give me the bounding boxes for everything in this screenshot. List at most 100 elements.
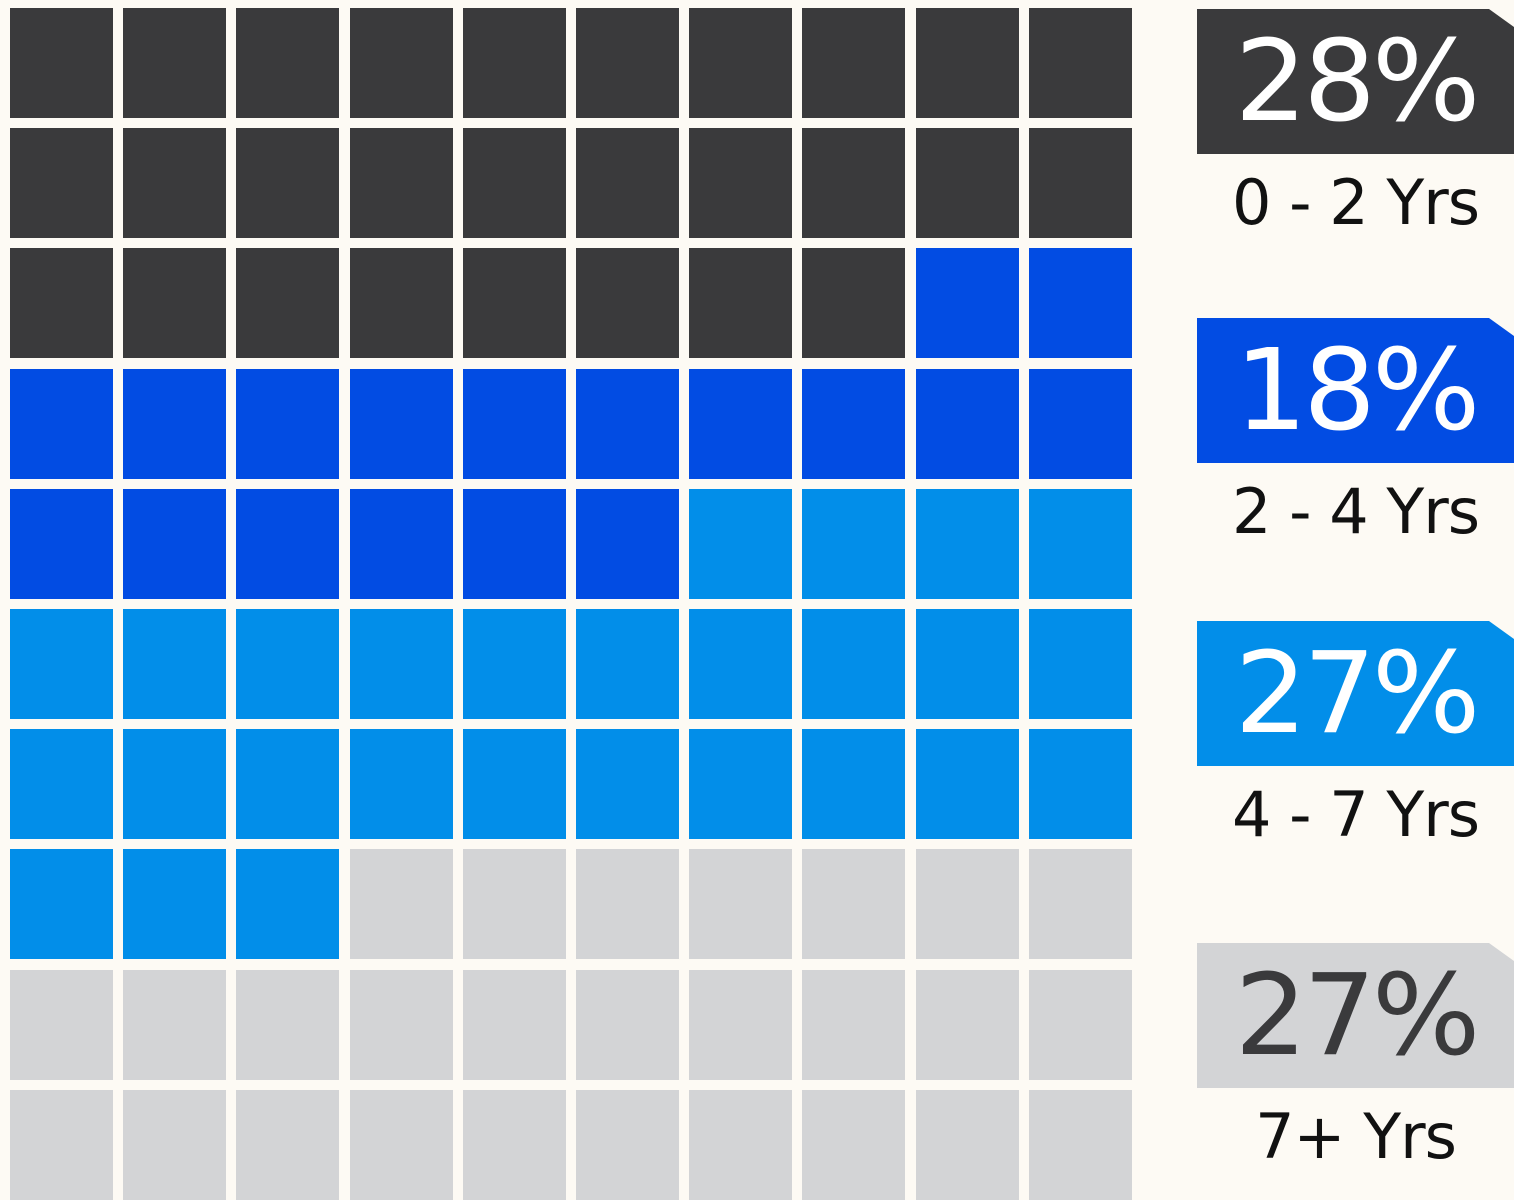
waffle-cell	[802, 368, 906, 479]
waffle-cell	[462, 849, 566, 960]
waffle-cell	[10, 128, 113, 239]
waffle-cell	[349, 1089, 453, 1200]
waffle-cell	[1028, 8, 1132, 118]
waffle-cell	[1028, 849, 1132, 960]
waffle-cell	[123, 1089, 227, 1200]
waffle-cell	[576, 969, 679, 1080]
waffle-cell	[349, 609, 453, 719]
waffle-cell	[802, 128, 906, 239]
waffle-cell	[689, 8, 793, 118]
waffle-cell	[10, 368, 113, 479]
waffle-cell	[689, 729, 793, 840]
range-label: 0 - 2 Yrs	[1231, 166, 1480, 239]
legend-item-0-2-yrs: 28% 0 - 2 Yrs	[1197, 9, 1514, 234]
waffle-cell	[349, 248, 453, 359]
waffle-cell	[1028, 248, 1132, 359]
waffle-cell	[689, 128, 793, 239]
waffle-cell	[802, 609, 906, 719]
waffle-cell	[236, 8, 340, 118]
waffle-cell	[1028, 969, 1132, 1080]
waffle-cell	[1028, 609, 1132, 719]
waffle-cell	[689, 849, 793, 960]
waffle-cell	[1028, 729, 1132, 840]
waffle-cell	[802, 1089, 906, 1200]
waffle-cell	[236, 248, 340, 359]
waffle-cell	[10, 609, 113, 719]
waffle-cell	[1028, 128, 1132, 239]
waffle-cell	[689, 969, 793, 1080]
waffle-cell	[802, 8, 906, 118]
waffle-cell	[576, 729, 679, 840]
waffle-cell	[915, 969, 1019, 1080]
waffle-cell	[462, 969, 566, 1080]
waffle-cell	[123, 128, 227, 239]
waffle-cell	[10, 729, 113, 840]
waffle-cell	[123, 248, 227, 359]
waffle-cell	[236, 128, 340, 239]
waffle-cell	[349, 8, 453, 118]
waffle-cell	[10, 248, 113, 359]
percent-label: 27%	[1234, 950, 1481, 1081]
waffle-cell	[236, 609, 340, 719]
waffle-cell	[576, 1089, 679, 1200]
percent-badge: 18%	[1197, 318, 1514, 463]
percent-badge: 27%	[1197, 943, 1514, 1088]
waffle-cell	[236, 849, 340, 960]
waffle-cell	[802, 969, 906, 1080]
waffle-cell	[236, 368, 340, 479]
waffle-cell	[689, 488, 793, 599]
waffle-cell	[123, 8, 227, 118]
waffle-cell	[576, 128, 679, 239]
waffle-cell	[462, 128, 566, 239]
waffle-cell	[576, 849, 679, 960]
waffle-cell	[123, 488, 227, 599]
waffle-cell	[349, 729, 453, 840]
waffle-cell	[462, 368, 566, 479]
waffle-cell	[915, 488, 1019, 599]
waffle-cell	[462, 729, 566, 840]
waffle-cell	[915, 1089, 1019, 1200]
waffle-cell	[802, 849, 906, 960]
range-label: 4 - 7 Yrs	[1231, 778, 1480, 851]
waffle-cell	[10, 1089, 113, 1200]
waffle-cell	[689, 368, 793, 479]
waffle-cell	[462, 609, 566, 719]
waffle-cell	[915, 609, 1019, 719]
waffle-cell	[123, 969, 227, 1080]
range-label: 2 - 4 Yrs	[1231, 475, 1480, 548]
range-label: 7+ Yrs	[1255, 1100, 1457, 1173]
waffle-grid	[10, 8, 1132, 1200]
legend-item-7-plus-yrs: 27% 7+ Yrs	[1197, 943, 1514, 1168]
waffle-cell	[349, 849, 453, 960]
percent-label: 28%	[1234, 16, 1481, 147]
waffle-cell	[802, 729, 906, 840]
waffle-cell	[689, 609, 793, 719]
waffle-cell	[123, 609, 227, 719]
waffle-cell	[576, 8, 679, 118]
waffle-cell	[236, 1089, 340, 1200]
waffle-cell	[915, 849, 1019, 960]
waffle-cell	[123, 849, 227, 960]
waffle-cell	[462, 488, 566, 599]
percent-badge: 28%	[1197, 9, 1514, 154]
percent-label: 18%	[1234, 325, 1481, 456]
waffle-cell	[10, 488, 113, 599]
waffle-cell	[689, 1089, 793, 1200]
waffle-cell	[236, 969, 340, 1080]
waffle-cell	[462, 1089, 566, 1200]
waffle-cell	[576, 609, 679, 719]
waffle-cell	[123, 729, 227, 840]
waffle-cell	[10, 969, 113, 1080]
waffle-cell	[802, 248, 906, 359]
percent-badge: 27%	[1197, 621, 1514, 766]
waffle-cell	[10, 849, 113, 960]
legend-item-4-7-yrs: 27% 4 - 7 Yrs	[1197, 621, 1514, 846]
waffle-cell	[689, 248, 793, 359]
waffle-cell	[915, 248, 1019, 359]
waffle-cell	[915, 8, 1019, 118]
waffle-cell	[10, 8, 113, 118]
waffle-cell	[576, 368, 679, 479]
waffle-cell	[236, 729, 340, 840]
waffle-cell	[915, 128, 1019, 239]
waffle-cell	[349, 368, 453, 479]
